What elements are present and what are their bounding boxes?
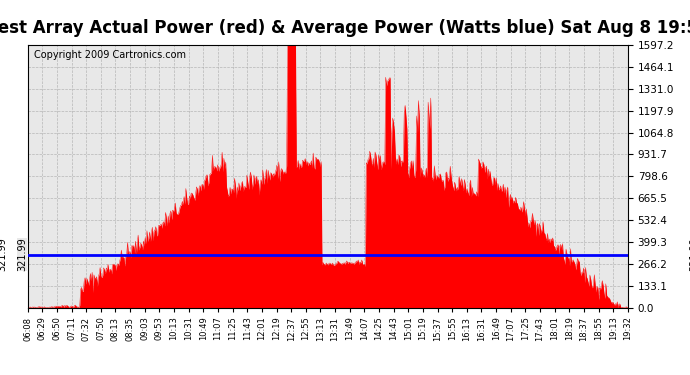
Text: Copyright 2009 Cartronics.com: Copyright 2009 Cartronics.com bbox=[34, 50, 186, 60]
Text: West Array Actual Power (red) & Average Power (Watts blue) Sat Aug 8 19:58: West Array Actual Power (red) & Average … bbox=[0, 19, 690, 37]
Text: 321.99: 321.99 bbox=[0, 238, 8, 272]
Text: 321.99: 321.99 bbox=[17, 238, 27, 272]
